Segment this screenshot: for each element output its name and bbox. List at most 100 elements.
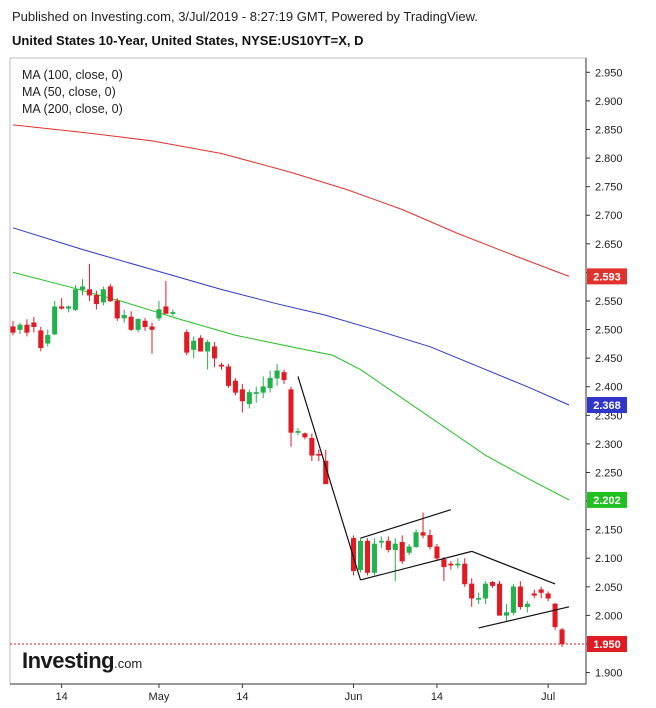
investing-logo: Investing.com <box>22 648 142 674</box>
x-tick-label: 14 <box>56 691 68 703</box>
published-line: Published on Investing.com, 3/Jul/2019 -… <box>12 9 478 24</box>
ma-price-label-bg <box>587 397 627 414</box>
candle-body <box>274 370 280 379</box>
candle-body <box>455 563 461 566</box>
ma-price-label-bg <box>587 268 627 285</box>
trendline <box>471 550 556 585</box>
candle-body <box>128 316 134 330</box>
candle-body <box>448 563 454 566</box>
candle-body <box>496 583 503 616</box>
candle-body <box>434 546 440 559</box>
y-tick-label: 2.000 <box>595 610 623 622</box>
candle-body <box>295 431 301 433</box>
candle-body <box>142 320 148 327</box>
candle-body <box>406 546 412 553</box>
y-tick-label: 2.750 <box>595 182 623 194</box>
legend-ma-200[interactable]: MA (200, close, 0) <box>22 102 123 116</box>
candle-body <box>399 541 405 562</box>
y-tick-label: 2.400 <box>595 382 623 394</box>
candle-body <box>253 392 259 394</box>
y-tick-label: 2.450 <box>595 353 623 365</box>
x-tick-label: Jul <box>541 691 555 703</box>
candle-body <box>288 389 294 433</box>
candle-body <box>267 377 273 389</box>
candle-body <box>441 559 447 568</box>
candle-body <box>490 581 496 586</box>
y-tick-label: 2.900 <box>595 96 623 108</box>
candle-body <box>100 289 106 303</box>
candle-body <box>392 543 398 550</box>
candle-body <box>163 306 169 314</box>
candle-body <box>232 380 238 393</box>
candle-body <box>170 312 176 314</box>
y-tick-label: 2.850 <box>595 124 623 136</box>
legend-ma-100[interactable]: MA (100, close, 0) <box>22 68 123 82</box>
last-price-label: 1.950 <box>593 639 621 651</box>
y-tick-label: 2.250 <box>595 467 623 479</box>
candle-body <box>86 289 93 296</box>
candle-body <box>149 326 155 330</box>
y-tick-label: 2.700 <box>595 210 623 222</box>
candle-body <box>351 537 357 572</box>
ma-line <box>12 271 570 501</box>
candle-body <box>17 324 23 330</box>
y-tick-label: 2.500 <box>595 325 623 337</box>
candle-body <box>545 593 551 599</box>
candle-body <box>156 309 162 319</box>
candle-body <box>538 589 544 593</box>
ma-price-label: 2.202 <box>593 495 621 507</box>
candle-body <box>191 340 197 350</box>
candle-body <box>420 532 426 536</box>
candle-body <box>531 593 537 596</box>
candle-body <box>239 389 245 402</box>
y-tick-label: 2.100 <box>595 553 623 565</box>
candle-body <box>483 583 489 599</box>
candle-body <box>316 453 322 456</box>
candle-body <box>371 543 377 573</box>
candle-body <box>510 586 516 613</box>
y-tick-label: 2.150 <box>595 525 623 537</box>
y-tick-label: 2.950 <box>595 67 623 79</box>
legend-ma-50[interactable]: MA (50, close, 0) <box>22 85 116 99</box>
y-tick-label: 2.350 <box>595 410 623 422</box>
candle-body <box>503 612 509 616</box>
ma-price-label-bg <box>587 491 627 508</box>
indicator-legend: MA (100, close, 0) MA (50, close, 0) MA … <box>22 67 123 118</box>
logo-text: Investing <box>22 648 115 673</box>
candle-body <box>225 366 231 386</box>
candle-body <box>66 306 72 309</box>
candle-body <box>524 603 530 608</box>
ma-price-label: 2.593 <box>593 271 621 283</box>
candle-body <box>281 372 287 381</box>
candle-body <box>10 326 16 333</box>
x-tick-label: May <box>149 691 170 703</box>
candle-body <box>357 540 364 570</box>
candle-body <box>309 437 315 456</box>
candle-body <box>114 300 120 319</box>
candle-body <box>24 324 30 333</box>
candle-body <box>205 341 211 352</box>
candle-body <box>121 315 127 319</box>
chart-title: United States 10-Year, United States, NY… <box>12 33 364 48</box>
candle-body <box>260 386 266 393</box>
y-tick-label: 2.550 <box>595 296 623 308</box>
ma-line <box>12 124 570 277</box>
candle-body <box>31 322 37 327</box>
trendline <box>297 376 362 581</box>
candle-body <box>59 306 65 309</box>
candle-body <box>385 540 391 550</box>
candle-body <box>212 346 218 359</box>
logo-suffix: .com <box>114 656 143 671</box>
candle-body <box>462 563 468 585</box>
candle-body <box>364 540 370 573</box>
y-tick-label: 2.800 <box>595 153 623 165</box>
candle-body <box>45 335 51 344</box>
candle-body <box>38 330 44 349</box>
x-tick-label: 14 <box>236 691 248 703</box>
y-tick-label: 2.650 <box>595 239 623 251</box>
x-tick-label: Jun <box>345 691 363 703</box>
candle-body <box>79 286 86 290</box>
candle-body <box>93 295 99 305</box>
